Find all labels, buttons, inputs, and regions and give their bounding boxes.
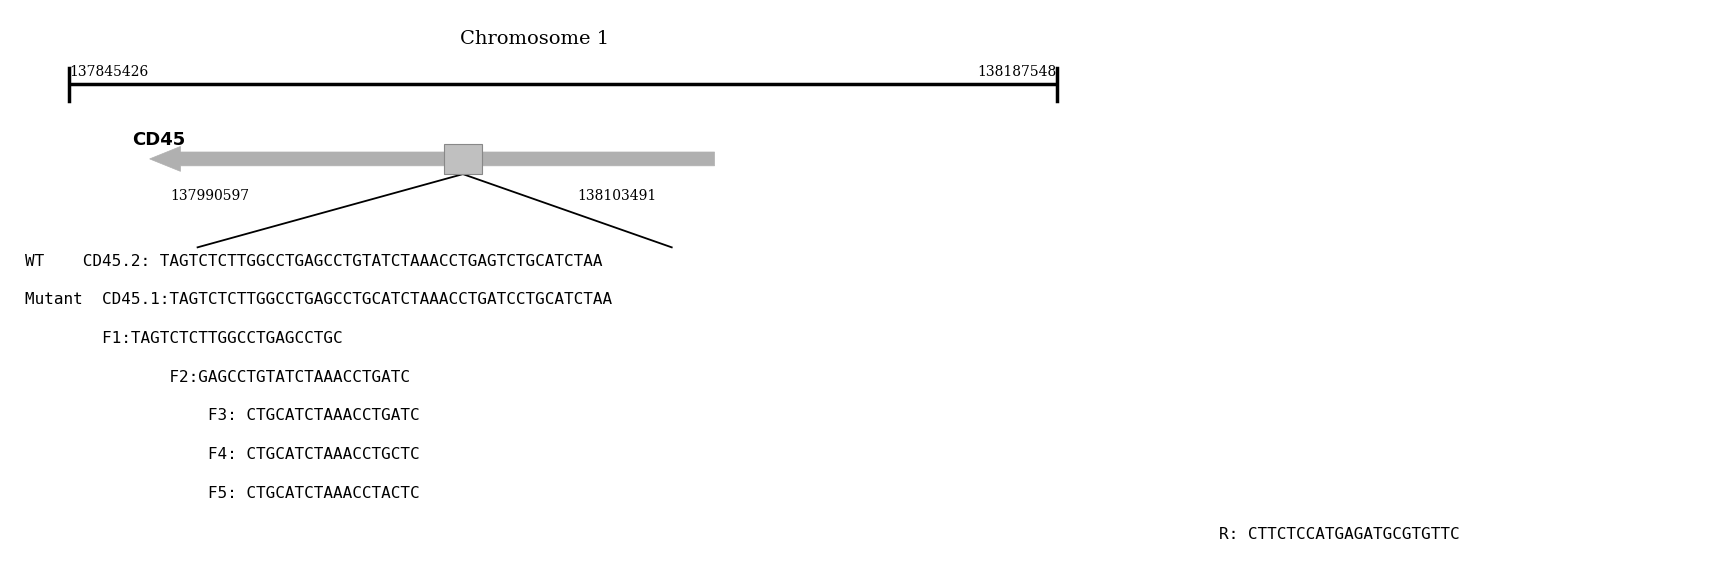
Text: R: CTTCTCCATGAGATGCGTGTTC: R: CTTCTCCATGAGATGCGTGTTC [1219, 527, 1460, 542]
Text: 138103491: 138103491 [578, 189, 657, 203]
Text: F5: CTGCATCTAAACCTACTC: F5: CTGCATCTAAACCTACTC [24, 486, 420, 501]
Text: F2:GAGCCTGTATCTAAACCTGATC: F2:GAGCCTGTATCTAAACCTGATC [24, 370, 409, 385]
Bar [444, 144, 482, 174]
Text: Chromosome 1: Chromosome 1 [461, 30, 609, 48]
FancyArrow shape [150, 146, 714, 171]
Text: WT    CD45.2: TAGTCTCTTGGCCTGAGCCTGTATCTAAACCTGAGTCTGCATCTAA: WT CD45.2: TAGTCTCTTGGCCTGAGCCTGTATCTAAA… [24, 254, 602, 269]
Text: F3: CTGCATCTAAACCTGATC: F3: CTGCATCTAAACCTGATC [24, 408, 420, 424]
Text: 138187548: 138187548 [977, 65, 1056, 79]
Text: 137845426: 137845426 [69, 65, 148, 79]
Text: Mutant  CD45.1:TAGTCTCTTGGCCTGAGCCTGCATCTAAACCTGATCCTGCATCTAA: Mutant CD45.1:TAGTCTCTTGGCCTGAGCCTGCATCT… [24, 292, 612, 307]
Text: F4: CTGCATCTAAACCTGCTC: F4: CTGCATCTAAACCTGCTC [24, 447, 420, 462]
Text: CD45: CD45 [132, 131, 186, 149]
Text: F1:TAGTCTCTTGGCCTGAGCCTGC: F1:TAGTCTCTTGGCCTGAGCCTGC [24, 331, 342, 346]
Text: 137990597: 137990597 [170, 189, 249, 203]
